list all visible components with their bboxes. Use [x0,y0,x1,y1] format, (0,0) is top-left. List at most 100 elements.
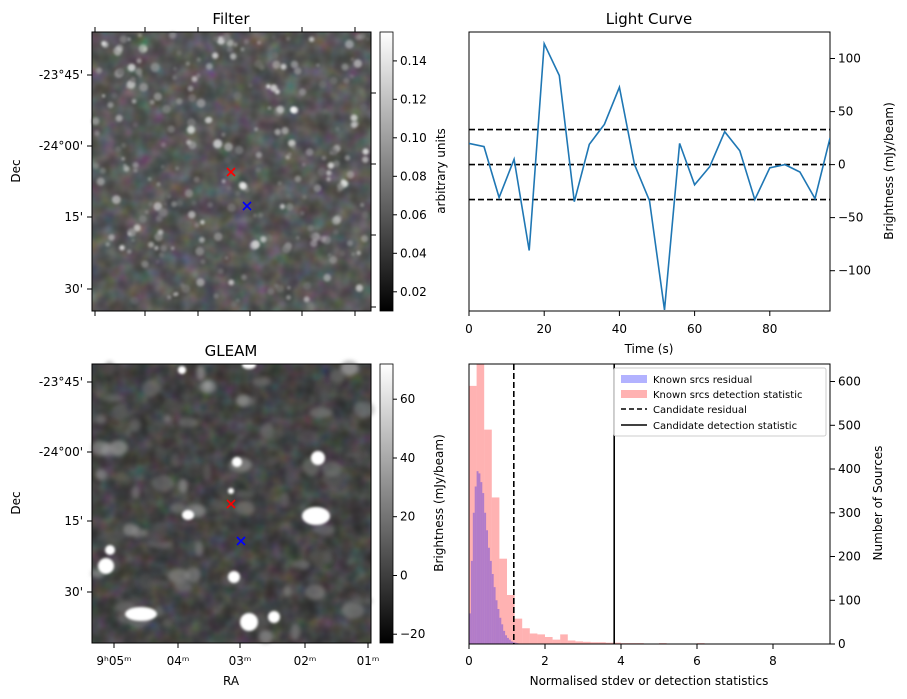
filter-noise-spot [353,59,362,68]
filter-noise-spot [231,301,238,308]
lightcurve-x-ticks: 0 20 40 60 80 [465,311,777,336]
histogram-bar-residual [503,630,506,645]
gleam-reference-marker [236,536,246,546]
filter-noise-spot [186,139,192,145]
gleam-xlabel: RA [223,674,240,688]
filter-noise-spot [163,202,167,206]
filter-noise-spot [191,76,198,82]
filter-noise-spot [355,34,362,41]
gleam-x-tick-label: 01ᵐ [357,654,380,668]
lightcurve-x-tick-label: 60 [687,322,702,336]
histogram-y-ticks: 0 100 200 300 400 500 600 [830,375,861,651]
filter-noise-spot [319,235,327,243]
filter-noise-spot [329,255,338,264]
filter-noise-spot [102,94,106,98]
filter-noise-spot [167,295,172,300]
legend-label-candidate-residual: Candidate residual [653,405,747,416]
filter-noise-spot [207,202,213,208]
histogram-bar-residual [493,587,496,645]
filter-noise-spot [196,98,206,108]
histogram-y-tick-label: 100 [838,593,861,607]
filter-noise-spot [130,296,139,305]
filter-noise-spot [224,256,229,260]
histogram-bar-detection [469,385,477,645]
filter-noise-spot [206,63,213,70]
histogram-bar-residual [484,512,487,644]
filter-y-tick-label: 15' [64,210,83,224]
filter-noise-spot [241,274,247,281]
filter-noise-spot [335,126,340,132]
gleam-x-tick-label: 02ᵐ [294,654,317,668]
filter-noise-spot [233,91,242,101]
gleam-colorbar: 60 40 20 0 −20 Brightness (mJy/beam) [379,363,446,644]
filter-noise-spot [286,193,291,199]
filter-noise-spot [318,80,327,89]
gleam-diffuse-emission [236,394,250,406]
filter-noise-spot [200,219,205,225]
filter-y-tick-label: -23°45' [39,68,83,82]
filter-noise-spot [313,184,322,193]
lightcurve-y-tick-label: 0 [838,158,846,172]
gleam-diffuse-emission [316,382,330,398]
gleam-diffuse-emission [182,464,205,478]
histogram-x-tick-label: 6 [693,654,701,668]
gleam-diffuse-emission [143,486,155,503]
filter-noise-spot [356,250,361,256]
filter-noise-spot [365,36,370,42]
filter-noise-spot [228,279,235,286]
filter-noise-spot [172,292,177,297]
filter-noise-spot [322,108,328,114]
filter-noise-spot [160,245,167,252]
filter-noise-spot [316,63,320,67]
filter-colorbar-tick-label: 0.06 [400,208,427,222]
gleam-y-tick-label: 30' [64,585,83,599]
filter-noise-spot [105,242,110,247]
filter-noise-spot [276,284,284,293]
filter-noise-spot [350,121,358,129]
filter-noise-spot [173,66,177,71]
filter-noise-spot [224,156,232,164]
filter-noise-spot [350,114,358,122]
filter-noise-spot [175,166,179,171]
filter-colorbar: 0.02 0.04 0.06 0.08 0.10 0.12 0.14 arbitrary u… [379,31,448,312]
filter-noise-spot [188,94,197,102]
gleam-bright-source [242,361,256,369]
histogram-bar-residual [508,639,511,645]
filter-noise-spot [346,240,354,247]
gleam-y-ticks: -23°45' -24°00' 15' 30' [39,375,92,599]
filter-noise-spot [235,190,241,196]
gleam-bright-source [125,607,157,621]
gleam-diffuse-emission [340,360,359,376]
gleam-diffuse-emission [266,430,287,440]
filter-noise-spot [183,220,193,230]
histogram-bar-detection [484,429,492,645]
filter-noise-spot [153,202,163,211]
gleam-diffuse-emission [131,485,141,499]
filter-noise-spot [227,203,236,212]
filter-noise-spot [148,177,152,181]
gleam-diffuse-emission [154,447,164,460]
filter-noise-spot [102,41,109,48]
gleam-diffuse-emission [313,524,335,535]
filter-colorbar-tick-label: 0.14 [400,54,427,68]
filter-colorbar-ticks: 0.02 0.04 0.06 0.08 0.10 0.12 0.14 [393,54,427,299]
filter-noise-spot [150,62,160,72]
filter-noise-spot [276,105,285,114]
legend-label-candidate-detection: Candidate detection statistic [653,421,797,432]
gleam-bright-source [302,507,330,525]
filter-noise-spot [285,154,291,160]
gleam-y-tick-label: 15' [64,514,83,528]
lightcurve-x-tick-label: 0 [465,322,473,336]
gleam-diffuse-emission [90,440,111,455]
histogram-x-tick-label: 4 [617,654,625,668]
filter-noise-spot [187,85,194,92]
histogram-bar-residual [472,512,475,644]
lightcurve-x-tick-label: 20 [537,322,552,336]
filter-ylabel: Dec [9,159,23,182]
filter-noise-spot [213,232,223,241]
gleam-diffuse-emission [178,478,188,493]
filter-noise-spot [108,234,115,241]
filter-noise-spot [349,74,354,79]
gleam-diffuse-emission [114,473,130,482]
gleam-image-frame [91,363,372,644]
